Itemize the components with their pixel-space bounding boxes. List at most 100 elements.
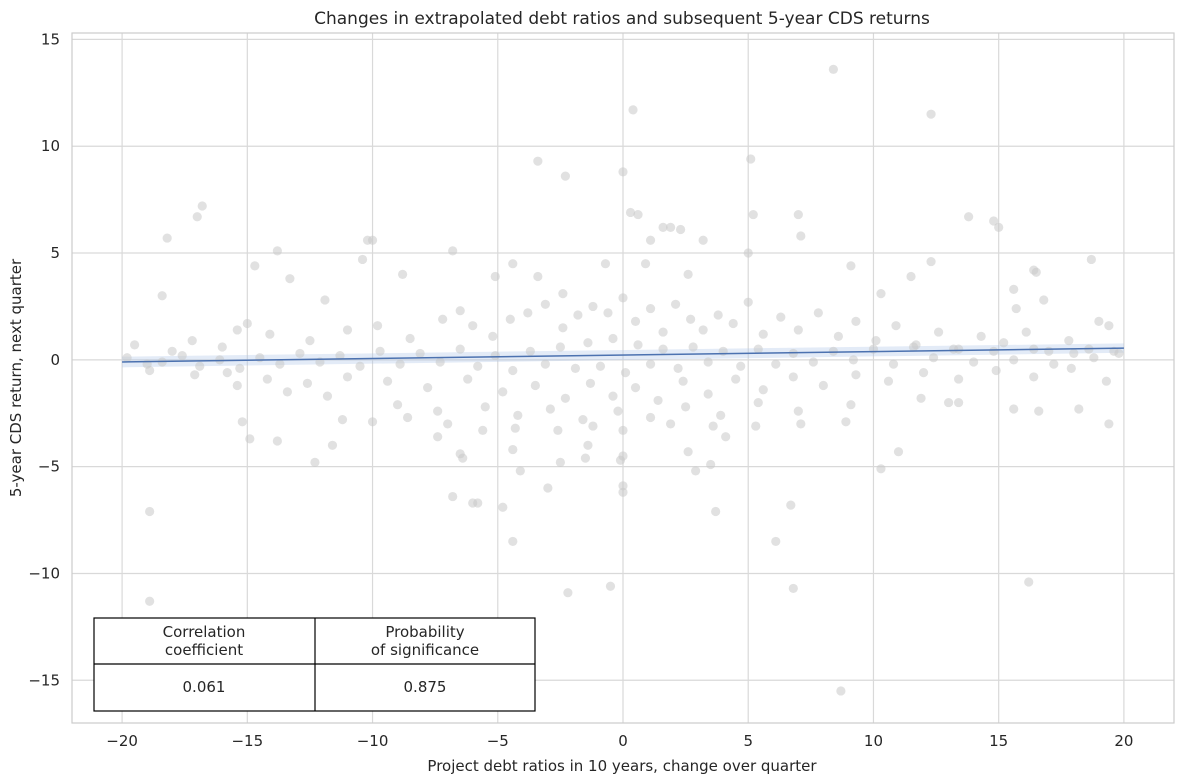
data-point <box>498 502 508 512</box>
data-point <box>645 359 656 369</box>
data-point <box>883 376 894 386</box>
data-point <box>748 209 758 220</box>
data-point <box>926 109 936 119</box>
data-point <box>796 419 806 429</box>
data-point <box>215 355 225 365</box>
data-point <box>846 400 856 410</box>
data-point <box>588 301 598 312</box>
regression-line <box>122 347 1124 363</box>
data-point <box>1069 348 1079 359</box>
regression-line-path <box>122 347 1124 363</box>
data-point <box>628 105 638 115</box>
data-point <box>658 344 668 354</box>
data-point <box>891 321 901 331</box>
data-point <box>335 350 345 361</box>
data-point <box>558 323 568 333</box>
data-point <box>753 344 763 354</box>
data-point <box>443 419 453 429</box>
data-point <box>713 310 723 320</box>
x-axis-label: Project debt ratios in 10 years, change … <box>427 757 817 775</box>
data-point <box>515 466 525 476</box>
data-point <box>583 338 593 348</box>
data-point <box>645 303 656 314</box>
data-point <box>187 336 197 346</box>
data-point <box>846 261 856 271</box>
x-tick-label: −15 <box>231 732 263 750</box>
data-point <box>222 368 232 378</box>
data-point <box>793 209 803 220</box>
data-point <box>375 346 385 356</box>
x-tick-label: 5 <box>743 732 753 750</box>
grid-lines <box>72 33 1174 723</box>
data-point <box>625 207 636 218</box>
x-tick-label: 15 <box>989 732 1008 750</box>
data-point <box>355 361 365 371</box>
data-point <box>145 596 155 606</box>
data-point <box>272 436 282 446</box>
data-point <box>578 415 588 425</box>
data-point <box>813 308 823 318</box>
data-point <box>868 344 879 354</box>
data-point <box>676 224 686 235</box>
data-point <box>488 331 498 341</box>
data-point <box>1094 316 1104 326</box>
data-point <box>708 421 718 431</box>
data-point <box>954 374 964 384</box>
stats-table: Correlation coefficient Probability of sig… <box>93 617 536 712</box>
data-point <box>788 583 798 594</box>
data-point <box>197 201 207 211</box>
data-point <box>558 289 568 299</box>
data-point <box>786 500 796 510</box>
data-point <box>751 421 761 431</box>
data-point <box>771 536 781 547</box>
data-point <box>272 246 282 256</box>
data-point <box>395 359 405 369</box>
data-point <box>736 361 746 371</box>
data-point <box>555 342 565 352</box>
data-point <box>295 348 305 359</box>
data-point <box>337 415 348 425</box>
y-tick-label: −10 <box>28 564 60 582</box>
data-point <box>1029 372 1039 382</box>
data-point <box>743 248 753 258</box>
data-point <box>876 464 886 474</box>
data-point <box>633 340 643 350</box>
data-point <box>473 361 483 371</box>
data-point <box>758 385 768 395</box>
data-point <box>573 310 583 320</box>
data-point <box>833 331 843 341</box>
data-point <box>392 400 403 410</box>
data-point <box>771 359 781 369</box>
data-point <box>433 406 443 416</box>
data-point <box>1044 346 1054 356</box>
data-point <box>167 346 177 356</box>
data-point <box>776 312 786 322</box>
data-point <box>1039 295 1049 305</box>
data-point <box>828 64 838 74</box>
data-point <box>250 261 260 271</box>
data-point <box>618 293 628 303</box>
data-point <box>670 299 681 309</box>
stats-header-line: Correlation <box>163 623 246 641</box>
data-point <box>533 271 543 282</box>
data-point <box>876 289 886 299</box>
data-point <box>964 212 974 222</box>
data-point <box>618 425 628 435</box>
data-point <box>580 453 591 463</box>
data-point <box>954 397 964 408</box>
data-point <box>177 350 187 361</box>
data-point <box>275 359 285 369</box>
data-point <box>658 327 668 337</box>
data-point <box>595 361 606 371</box>
data-point <box>498 387 508 397</box>
data-point <box>989 216 999 226</box>
data-point <box>302 378 313 388</box>
data-point <box>305 336 315 346</box>
x-tick-label: −5 <box>487 732 509 750</box>
data-point <box>478 425 488 435</box>
data-point <box>1089 353 1099 363</box>
data-point <box>255 353 265 363</box>
data-point <box>1064 336 1074 346</box>
data-point <box>232 325 242 335</box>
